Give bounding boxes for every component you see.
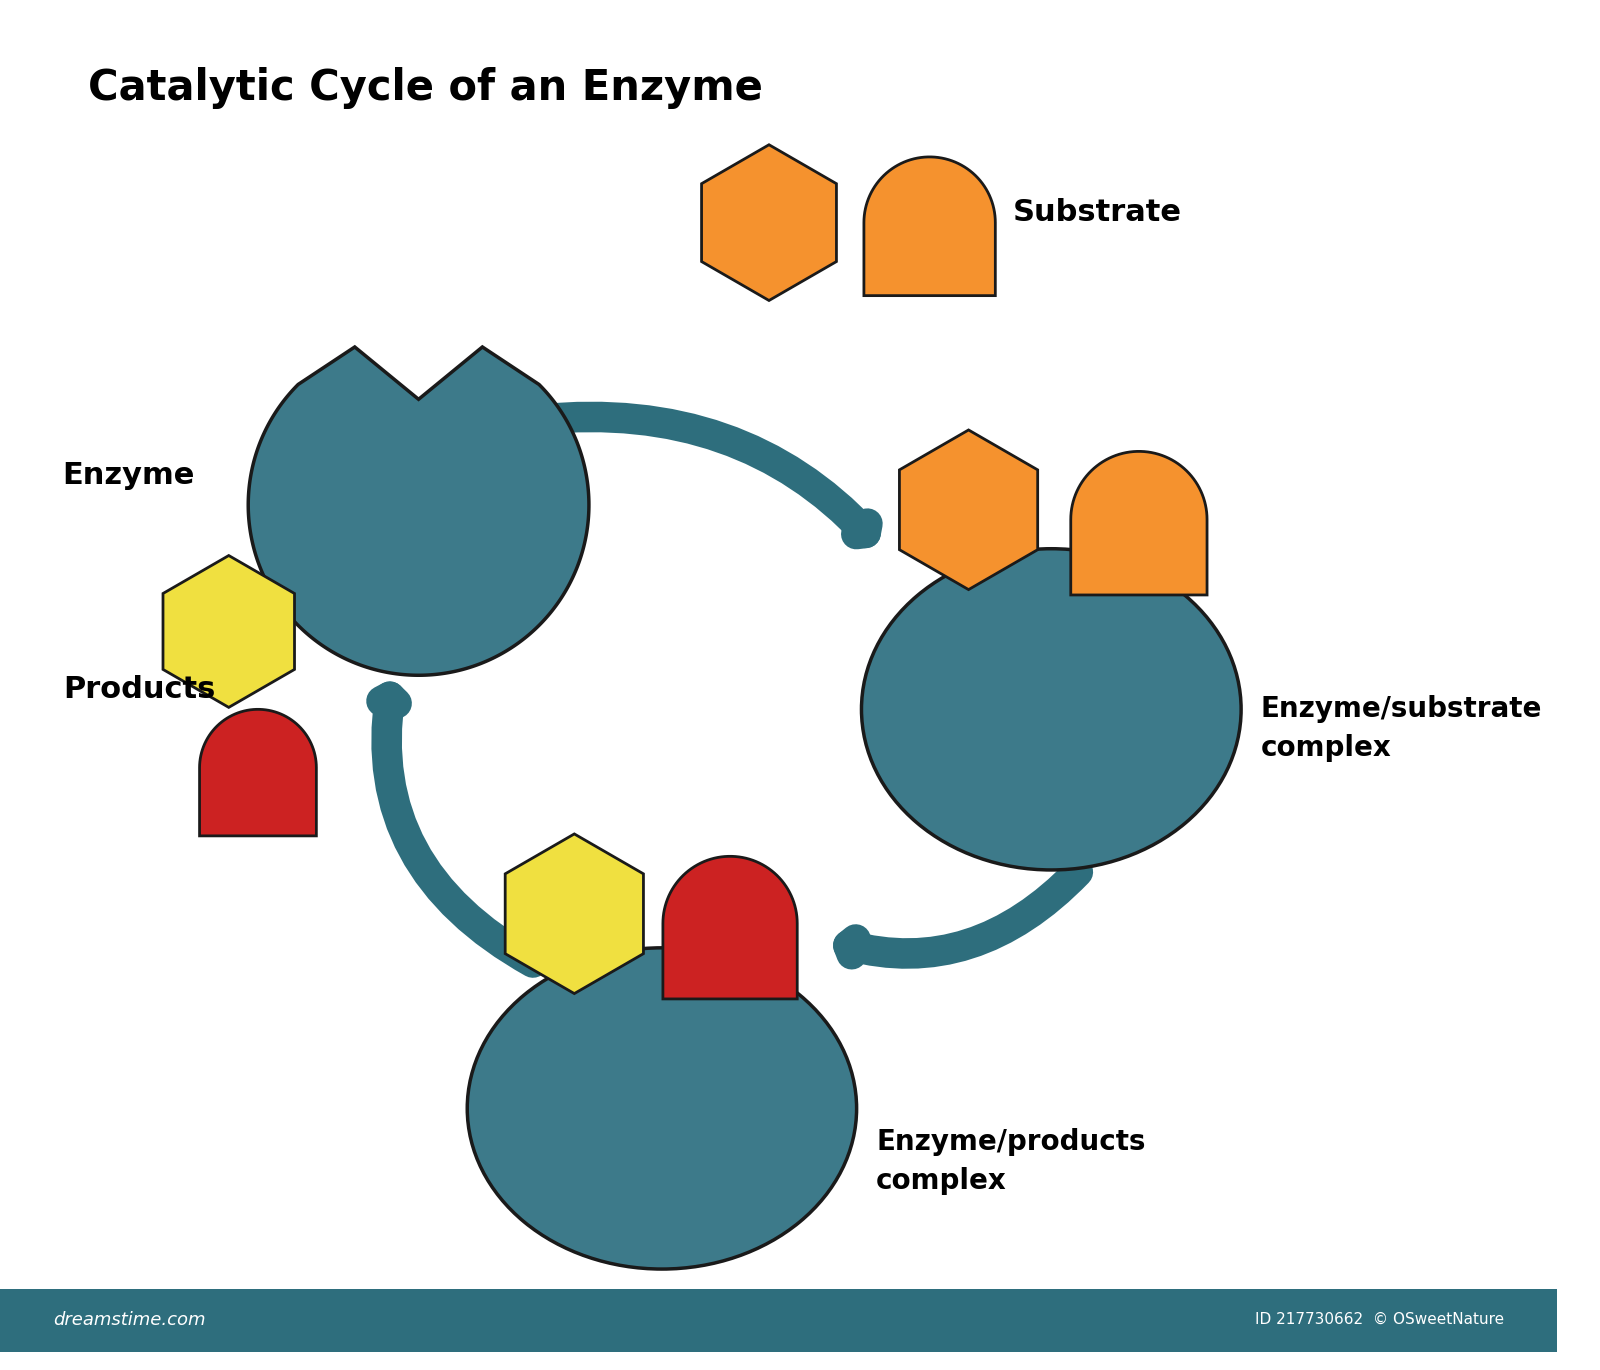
Polygon shape bbox=[662, 856, 797, 999]
Polygon shape bbox=[1070, 451, 1206, 595]
Bar bbox=[0, 1289, 1557, 1352]
Text: ID 217730662  © OSweetNature: ID 217730662 © OSweetNature bbox=[1254, 1312, 1504, 1328]
Text: Products: Products bbox=[64, 675, 216, 704]
Ellipse shape bbox=[467, 948, 856, 1269]
Polygon shape bbox=[899, 430, 1038, 589]
Text: Enzyme/substrate
complex: Enzyme/substrate complex bbox=[1261, 696, 1542, 762]
Polygon shape bbox=[248, 347, 589, 675]
Ellipse shape bbox=[861, 549, 1242, 870]
Polygon shape bbox=[200, 710, 317, 836]
Polygon shape bbox=[864, 158, 995, 296]
Text: Enzyme: Enzyme bbox=[62, 462, 195, 490]
Text: Catalytic Cycle of an Enzyme: Catalytic Cycle of an Enzyme bbox=[88, 67, 763, 108]
Polygon shape bbox=[163, 555, 294, 707]
Polygon shape bbox=[506, 834, 643, 993]
Polygon shape bbox=[701, 145, 837, 300]
Text: Enzyme/products
complex: Enzyme/products complex bbox=[877, 1129, 1146, 1196]
Text: dreamstime.com: dreamstime.com bbox=[53, 1311, 206, 1329]
Text: Substrate: Substrate bbox=[1013, 199, 1181, 227]
